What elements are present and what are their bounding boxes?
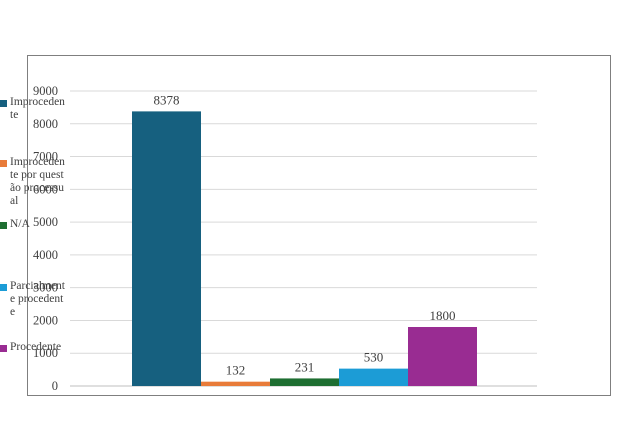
bar-3	[270, 378, 339, 386]
legend-label-3: N/A	[10, 218, 30, 230]
y-tick-label-9000: 9000	[33, 84, 58, 98]
y-tick-label-3000: 3000	[33, 281, 58, 295]
legend-swatch-1	[0, 100, 7, 107]
legend-item-3: N/A	[0, 218, 70, 231]
y-tick-label-1000: 1000	[33, 346, 58, 360]
legend-swatch-4	[0, 284, 7, 291]
y-tick-label-5000: 5000	[33, 215, 58, 229]
y-tick-label-0: 0	[52, 379, 58, 393]
data-label-1: 8378	[154, 92, 180, 107]
legend-label-2: Improcedente por questão processual	[10, 156, 65, 207]
bar-4	[339, 368, 408, 386]
data-label-5: 1800	[430, 308, 456, 323]
legend-item-5: Procedente	[0, 341, 70, 354]
legend-item-4: Parcialmente procedente	[0, 280, 70, 319]
bar-5	[408, 327, 477, 386]
legend-swatch-5	[0, 345, 7, 352]
y-tick-label-2000: 2000	[33, 313, 58, 327]
legend-label-4: Parcialmente procedente	[10, 280, 65, 318]
y-tick-label-4000: 4000	[33, 248, 58, 262]
legend-item-2: Improcedente por questão processual	[0, 156, 70, 208]
legend-item-1: Improcedente	[0, 96, 70, 122]
bar-2	[201, 381, 270, 386]
chart-frame	[27, 55, 611, 396]
y-tick-label-8000: 8000	[33, 117, 58, 131]
data-label-3: 231	[295, 359, 315, 374]
y-tick-label-7000: 7000	[33, 150, 58, 164]
legend-swatch-2	[0, 160, 7, 167]
data-label-4: 530	[364, 350, 384, 365]
data-label-2: 132	[226, 363, 246, 378]
legend-label-5: Procedente	[10, 341, 62, 353]
y-tick-label-6000: 6000	[33, 182, 58, 196]
legend-label-1: Improcedente	[10, 96, 65, 121]
legend-swatch-3	[0, 222, 7, 229]
bar-1	[132, 111, 201, 386]
